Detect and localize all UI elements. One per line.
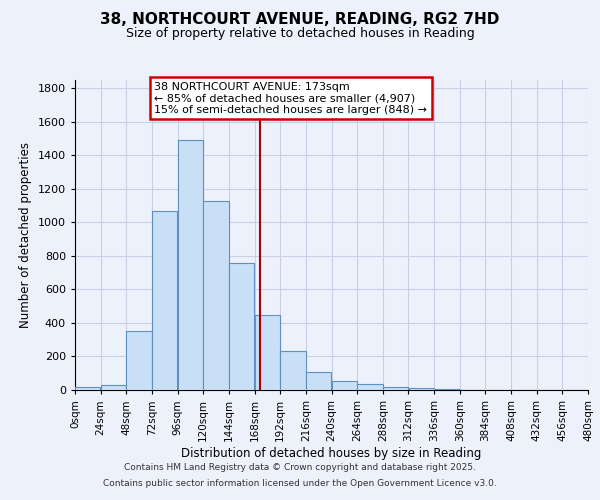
Y-axis label: Number of detached properties: Number of detached properties xyxy=(19,142,32,328)
Bar xyxy=(409,388,434,390)
Bar xyxy=(332,381,357,390)
Bar xyxy=(306,372,331,390)
Bar xyxy=(203,200,229,390)
Bar xyxy=(358,384,383,390)
Bar xyxy=(101,385,126,390)
Bar xyxy=(152,210,178,390)
Bar xyxy=(383,386,408,390)
Text: Contains public sector information licensed under the Open Government Licence v3: Contains public sector information licen… xyxy=(103,478,497,488)
Bar xyxy=(178,140,203,390)
Text: Contains HM Land Registry data © Crown copyright and database right 2025.: Contains HM Land Registry data © Crown c… xyxy=(124,464,476,472)
Bar xyxy=(434,389,460,390)
Bar xyxy=(229,262,254,390)
Bar xyxy=(280,352,305,390)
Bar xyxy=(127,330,152,390)
Text: 38, NORTHCOURT AVENUE, READING, RG2 7HD: 38, NORTHCOURT AVENUE, READING, RG2 7HD xyxy=(100,12,500,28)
Bar xyxy=(75,388,100,390)
Text: 38 NORTHCOURT AVENUE: 173sqm
← 85% of detached houses are smaller (4,907)
15% of: 38 NORTHCOURT AVENUE: 173sqm ← 85% of de… xyxy=(154,82,427,115)
Text: Size of property relative to detached houses in Reading: Size of property relative to detached ho… xyxy=(125,28,475,40)
Bar xyxy=(255,316,280,390)
X-axis label: Distribution of detached houses by size in Reading: Distribution of detached houses by size … xyxy=(181,446,482,460)
